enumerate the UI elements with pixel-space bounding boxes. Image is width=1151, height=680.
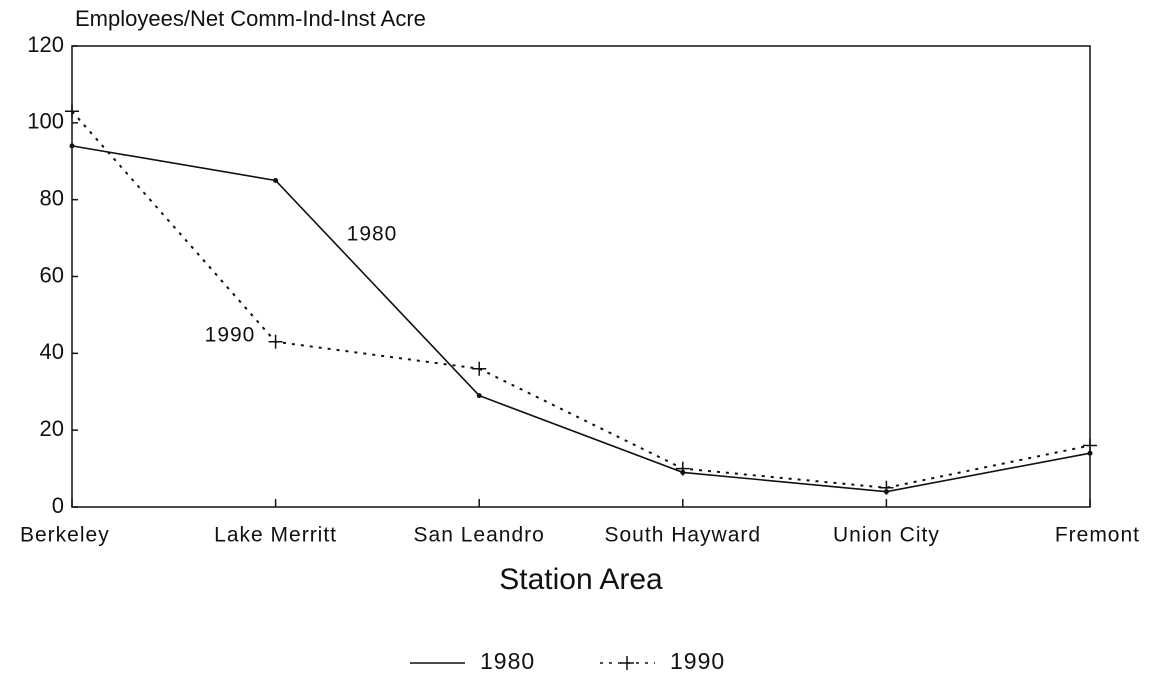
point-marker xyxy=(268,334,283,349)
x-tick-label: Lake Merritt xyxy=(214,524,337,547)
y-tick-label: 80 xyxy=(40,185,64,210)
x-tick-label: Berkeley xyxy=(20,524,110,547)
series-line xyxy=(71,145,1091,493)
x-axis-label: Station Area xyxy=(499,563,663,596)
x-tick-label: San Leandro xyxy=(414,524,545,547)
point-marker xyxy=(675,461,690,476)
point-marker xyxy=(476,393,482,399)
point-marker xyxy=(65,104,79,119)
y-axis-label: Employees/Net Comm-Ind-Inst Acre xyxy=(75,6,426,31)
annotation: 1990 xyxy=(205,324,256,347)
point-marker xyxy=(879,480,894,495)
point-marker xyxy=(472,361,487,376)
y-tick-label: 0 xyxy=(52,493,64,518)
x-tick-label: Union City xyxy=(833,524,940,547)
y-tick-label: 100 xyxy=(27,109,64,134)
plot-frame xyxy=(71,45,1091,508)
point-marker xyxy=(273,177,279,183)
x-tick-label: South Hayward xyxy=(605,524,762,547)
y-tick-label: 20 xyxy=(40,416,64,441)
legend-label: 1980 xyxy=(480,648,535,674)
point-marker xyxy=(1083,438,1097,453)
legend-label: 1990 xyxy=(670,648,725,674)
series-line xyxy=(71,110,1091,489)
y-tick-label: 40 xyxy=(40,339,64,364)
y-tick-label: 120 xyxy=(27,32,64,57)
y-tick-label: 60 xyxy=(40,262,64,287)
point-marker xyxy=(1087,450,1093,456)
legend-marker xyxy=(620,656,634,670)
annotation: 1980 xyxy=(347,223,398,246)
x-tick-label: Fremont xyxy=(1055,524,1140,547)
point-marker xyxy=(69,143,75,149)
